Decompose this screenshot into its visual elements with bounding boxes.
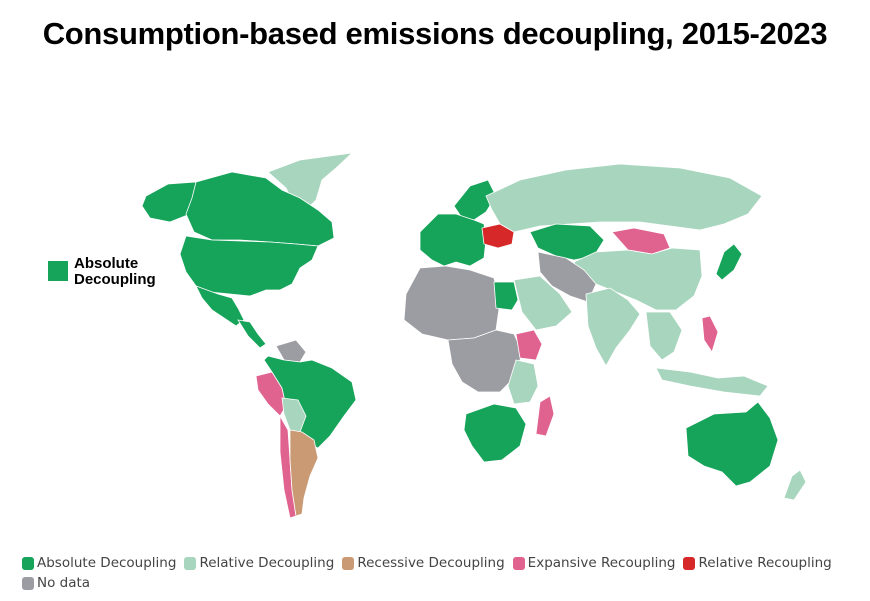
legend-label: Absolute Decoupling: [37, 555, 177, 571]
legend-label: No data: [37, 575, 91, 591]
region-east-africa: [507, 359, 539, 405]
callout-line2: Decoupling: [74, 271, 156, 288]
legend-item-relative-recoupling: Relative Recoupling: [683, 555, 832, 571]
region-western-europe: [419, 213, 487, 267]
map-callout: Absolute Decoupling: [48, 256, 156, 288]
region-north-africa: [403, 265, 501, 341]
region-egypt: [493, 281, 519, 311]
legend-swatch: [342, 556, 355, 570]
region-indonesia: [655, 367, 769, 397]
region-madagascar: [535, 395, 555, 437]
legend-item-nodata: No data: [22, 575, 90, 591]
region-central-america: [237, 319, 267, 349]
callout-label: Absolute Decoupling: [74, 256, 156, 288]
legend-label: Recessive Decoupling: [357, 555, 505, 571]
legend-row-1: Absolute Decoupling Relative Decoupling …: [22, 553, 862, 573]
region-new-zealand: [783, 469, 807, 501]
region-ethiopia: [515, 329, 543, 361]
region-argentina: [289, 429, 319, 517]
legend-item-absolute: Absolute Decoupling: [22, 555, 176, 571]
region-southeast-asia: [645, 311, 683, 361]
region-india: [585, 287, 641, 367]
region-southern-africa: [463, 403, 527, 463]
region-japan: [715, 243, 743, 281]
map-legend: Absolute Decoupling Relative Decoupling …: [22, 553, 862, 593]
region-brazil: [263, 355, 357, 449]
legend-item-relative: Relative Decoupling: [184, 555, 334, 571]
legend-swatch: [22, 576, 34, 590]
legend-item-expansive: Expansive Recoupling: [512, 555, 676, 571]
region-australia: [685, 401, 779, 487]
region-venezuela-guianas: [275, 339, 307, 363]
legend-swatch: [184, 556, 197, 570]
region-arabia: [513, 275, 573, 331]
legend-row-2: No data: [22, 573, 862, 593]
callout-swatch: [48, 261, 68, 281]
legend-item-recessive: Recessive Decoupling: [342, 555, 505, 571]
legend-swatch: [683, 556, 696, 570]
legend-label: Relative Decoupling: [199, 555, 335, 571]
callout-line1: Absolute: [74, 255, 139, 272]
region-philippines: [701, 315, 719, 353]
legend-label: Expansive Recoupling: [527, 555, 676, 571]
legend-swatch: [22, 556, 34, 570]
legend-label: Relative Recoupling: [698, 555, 832, 571]
legend-swatch: [512, 556, 525, 570]
region-china: [573, 247, 703, 311]
region-russia: [485, 163, 763, 233]
region-usa: [179, 235, 319, 297]
map-title: Consumption-based emissions decoupling, …: [42, 16, 828, 51]
